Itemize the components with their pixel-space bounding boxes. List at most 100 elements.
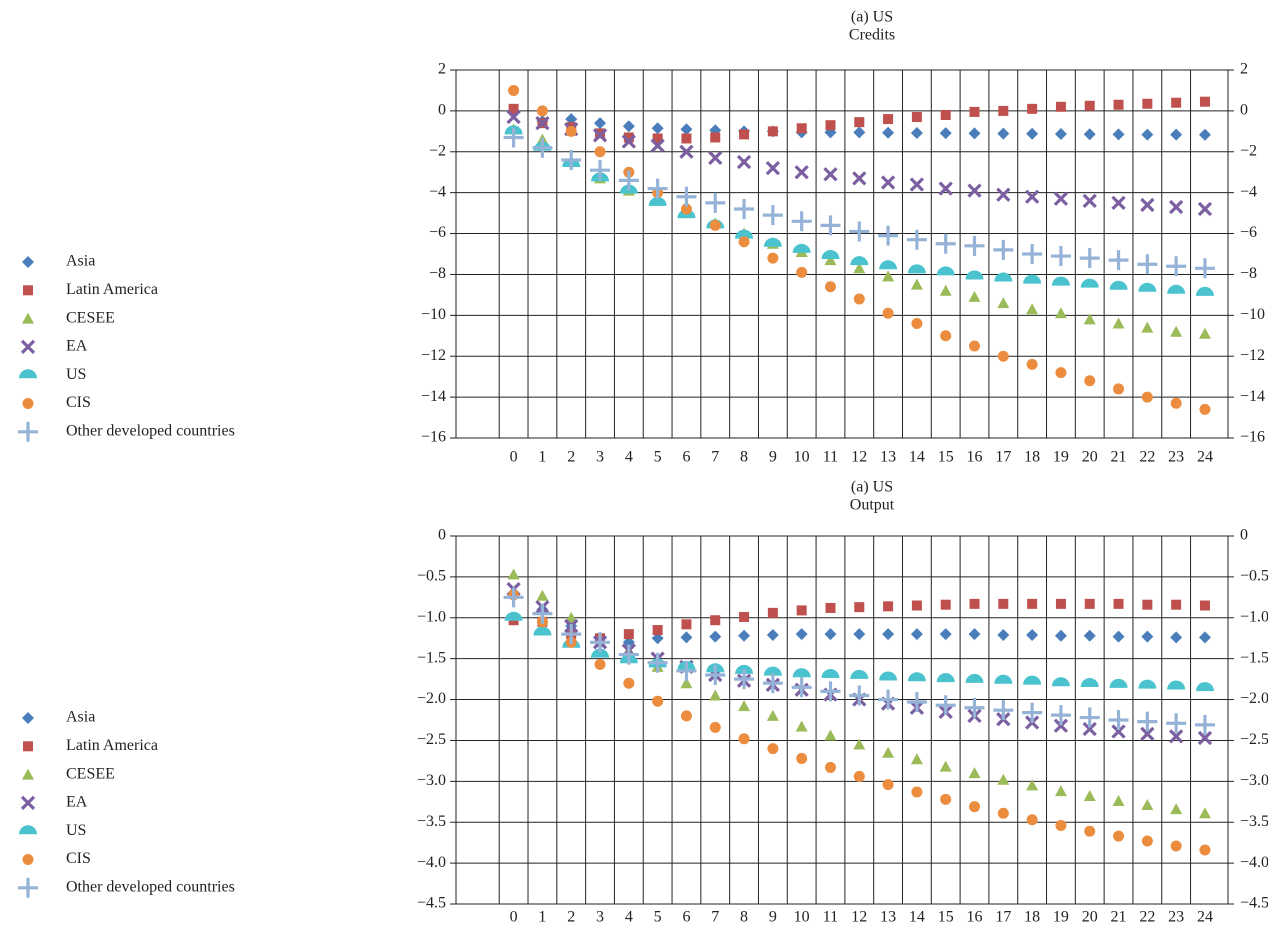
data-point	[825, 120, 836, 131]
data-point	[968, 628, 981, 641]
data-point	[795, 628, 808, 641]
data-point	[996, 187, 1011, 202]
data-point	[652, 625, 663, 636]
data-point	[1141, 128, 1154, 141]
data-point	[910, 753, 923, 765]
data-point	[1080, 678, 1099, 688]
data-point	[1026, 127, 1039, 140]
data-point	[648, 196, 667, 206]
data-point	[940, 793, 952, 805]
chart-title: (a) US	[851, 479, 893, 496]
legend-label: US	[66, 366, 86, 383]
data-point	[882, 270, 895, 282]
x-tick-label: 12	[851, 449, 867, 466]
data-point	[1198, 807, 1211, 819]
data-point	[622, 120, 635, 133]
y-tick-label-right: −4	[1240, 183, 1257, 200]
data-point	[994, 272, 1013, 282]
data-point	[1108, 250, 1129, 271]
x-tick-label: 22	[1139, 449, 1155, 466]
legend-marker	[22, 312, 34, 324]
legend-label: CIS	[66, 850, 91, 867]
data-point	[738, 700, 751, 712]
y-tick-label: 0	[438, 102, 446, 119]
data-point	[767, 743, 779, 755]
data-point	[824, 281, 836, 293]
x-tick-label: 24	[1197, 909, 1213, 925]
legend-label: EA	[66, 794, 88, 811]
data-point	[935, 233, 956, 254]
data-point	[936, 673, 955, 683]
data-point	[1112, 630, 1125, 643]
data-point	[594, 658, 606, 670]
data-point	[1140, 197, 1155, 213]
data-point	[535, 116, 550, 131]
data-point	[1113, 598, 1124, 609]
x-tick-label: 8	[740, 449, 748, 466]
data-point	[1166, 256, 1187, 277]
x-tick-label: 16	[967, 909, 983, 925]
x-tick-label: 15	[938, 909, 954, 925]
data-point	[762, 673, 783, 694]
x-tick-label: 3	[596, 449, 604, 466]
data-point	[763, 666, 782, 676]
data-point	[964, 697, 985, 718]
data-point	[679, 144, 694, 159]
x-tick-label: 7	[711, 909, 719, 925]
data-point	[766, 709, 779, 721]
data-point	[1170, 128, 1183, 141]
data-point	[762, 205, 783, 226]
y-tick-label-right: 2	[1240, 61, 1248, 78]
data-point	[849, 685, 870, 706]
data-point	[1026, 779, 1039, 791]
data-point	[850, 669, 869, 679]
data-point	[883, 114, 894, 125]
legend-marker	[22, 256, 34, 268]
data-point	[709, 689, 722, 701]
data-point	[968, 767, 981, 779]
data-point	[1050, 705, 1071, 726]
data-point	[1141, 835, 1153, 847]
x-tick-label: 13	[880, 449, 896, 466]
data-point	[565, 125, 577, 137]
data-point	[878, 225, 899, 246]
legend-label: Other developed countries	[66, 422, 235, 439]
data-point	[1108, 710, 1129, 730]
data-point	[964, 235, 985, 256]
data-point	[993, 700, 1014, 721]
data-point	[1199, 844, 1211, 856]
data-point	[1026, 303, 1039, 315]
legend-marker	[18, 877, 38, 898]
data-point	[1170, 803, 1183, 815]
legend-marker	[20, 339, 36, 355]
data-point	[796, 752, 808, 764]
data-point	[968, 127, 981, 140]
legend-marker	[22, 768, 34, 780]
x-tick-label: 22	[1139, 909, 1155, 925]
data-point	[1083, 128, 1096, 141]
data-point	[968, 290, 981, 302]
y-tick-label-right: −4.0	[1240, 854, 1268, 871]
legend-marker	[22, 712, 34, 724]
y-tick-label: 0	[438, 527, 446, 544]
data-point	[1112, 794, 1125, 806]
legend-marker	[19, 369, 37, 379]
data-point	[997, 127, 1010, 140]
data-point	[623, 132, 634, 143]
data-point	[1055, 598, 1066, 609]
data-point	[1051, 276, 1070, 286]
data-point	[853, 628, 866, 641]
x-tick-label: 17	[995, 449, 1011, 466]
x-tick-label: 17	[995, 909, 1011, 925]
data-point	[1113, 383, 1125, 395]
data-point	[907, 672, 926, 682]
data-point	[880, 175, 896, 190]
data-point	[1141, 391, 1153, 403]
data-point	[1051, 677, 1070, 687]
data-point	[882, 746, 895, 758]
x-tick-label: 11	[823, 909, 838, 925]
x-tick-label: 4	[625, 909, 633, 925]
data-point	[1137, 711, 1158, 732]
data-point	[910, 628, 923, 641]
